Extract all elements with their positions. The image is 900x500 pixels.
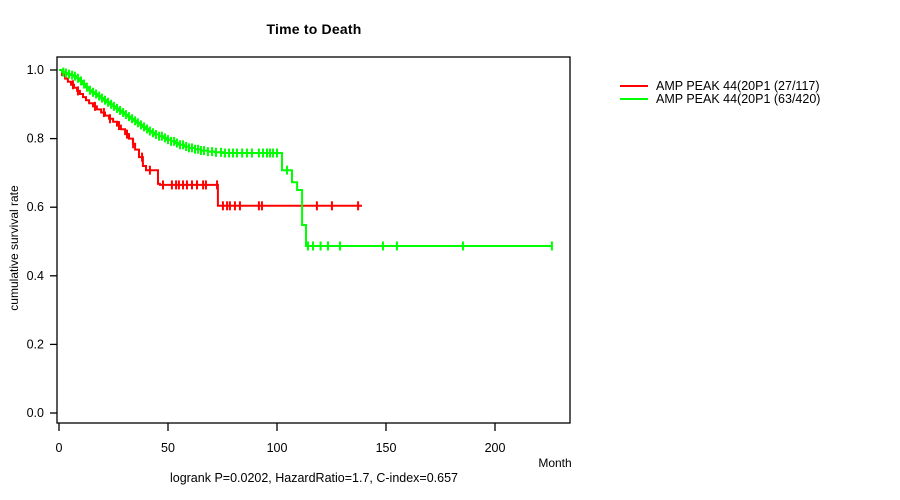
y-tick-label: 0.6 [27,200,44,214]
y-tick-label: 0.2 [27,337,44,351]
x-tick-label: 200 [485,441,506,455]
y-tick-label: 0.0 [27,406,44,420]
legend-item-1: AMP PEAK 44(20P1 (63/420) [620,91,821,106]
stats-caption: logrank P=0.0202, HazardRatio=1.7, C-ind… [169,471,459,485]
x-tick-label: 150 [376,441,397,455]
y-tick-label: 0.4 [27,269,44,283]
x-tick-label: 100 [267,441,288,455]
chart-title: Time to Death [266,21,362,37]
legend-line-swatch [620,84,648,87]
legend-label: AMP PEAK 44(20P1 (63/420) [656,91,821,106]
legend-label: AMP PEAK 44(20P1 (27/117) [656,78,820,93]
survival-curve-1 [59,69,552,247]
legend-item-0: AMP PEAK 44(20P1 (27/117) [620,78,820,93]
survival-curve-0 [59,69,362,207]
y-tick-label: 1.0 [27,63,44,77]
x-tick-label: 0 [56,441,63,455]
plot-box [56,56,571,424]
legend-line-swatch [620,97,648,100]
legend: AMP PEAK 44(20P1 (27/117) AMP PEAK 44(20P… [620,78,821,106]
x-tick-label: 50 [161,441,175,455]
x-axis-label: Month [538,456,572,470]
y-tick-label: 0.8 [27,132,44,146]
